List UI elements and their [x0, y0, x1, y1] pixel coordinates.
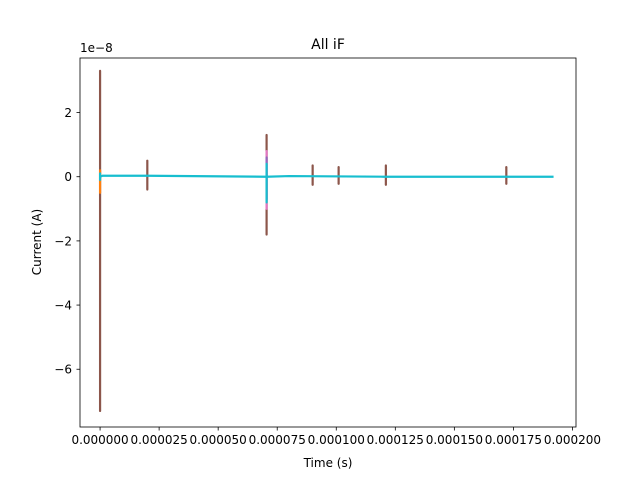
y-offset-label: 1e−8 [80, 41, 113, 55]
y-tick-label: −2 [54, 234, 72, 248]
x-axis-label: Time (s) [303, 456, 353, 470]
x-tick-label: 0.000000 [71, 433, 128, 447]
x-tick-label: 0.000150 [426, 433, 483, 447]
x-tick-label: 0.000200 [544, 433, 601, 447]
x-tick-label: 0.000175 [485, 433, 542, 447]
x-tick-label: 0.000100 [308, 433, 365, 447]
x-tick-label: 0.000125 [367, 433, 424, 447]
y-tick-label: −6 [54, 363, 72, 377]
y-tick-label: 0 [64, 170, 72, 184]
x-tick-label: 0.000075 [249, 433, 306, 447]
x-tick-label: 0.000025 [130, 433, 187, 447]
y-tick-label: −4 [54, 299, 72, 313]
y-tick-label: 2 [64, 106, 72, 120]
y-axis-label: Current (A) [30, 209, 44, 275]
series-4-baseline [99, 174, 554, 178]
chart-title: All iF [311, 37, 345, 53]
plot-frame [79, 57, 577, 428]
x-tick-label: 0.000050 [190, 433, 247, 447]
